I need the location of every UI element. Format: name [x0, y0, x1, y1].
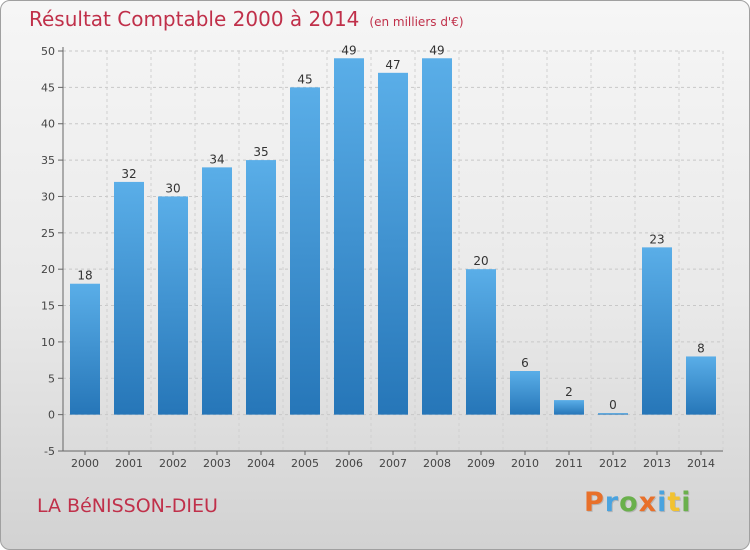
bar	[510, 371, 540, 415]
x-tick-label: 2004	[247, 457, 275, 470]
bar	[422, 58, 452, 415]
y-tick-label: -5	[44, 445, 55, 458]
bar	[202, 167, 232, 415]
bar-value-label: 23	[649, 232, 664, 246]
bar	[114, 181, 144, 415]
x-tick-label: 2000	[71, 457, 99, 470]
bar	[554, 400, 584, 415]
bar-value-label: 32	[121, 167, 136, 181]
bar-value-label: 45	[297, 72, 312, 86]
x-tick-label: 2007	[379, 457, 407, 470]
x-tick-label: 2010	[511, 457, 539, 470]
logo-letter: x	[638, 487, 658, 518]
y-tick-label: 15	[41, 300, 55, 313]
x-tick-label: 2009	[467, 457, 495, 470]
logo-letter: i	[681, 487, 692, 518]
x-tick-label: 2002	[159, 457, 187, 470]
y-tick-label: 5	[48, 372, 55, 385]
y-tick-label: 10	[41, 336, 55, 349]
bar	[378, 72, 408, 415]
bar-value-label: 6	[521, 356, 529, 370]
x-tick-label: 2008	[423, 457, 451, 470]
x-tick-label: 2014	[687, 457, 715, 470]
bar-value-label: 47	[385, 58, 400, 72]
bar	[290, 87, 320, 415]
x-tick-label: 2003	[203, 457, 231, 470]
bar-value-label: 49	[341, 43, 356, 57]
logo-letter: o	[619, 487, 639, 518]
y-tick-label: 20	[41, 263, 55, 276]
x-tick-label: 2006	[335, 457, 363, 470]
y-tick-label: 50	[41, 45, 55, 58]
commune-name: LA BéNISSON-DIEU	[37, 495, 218, 517]
logo-letter: t	[667, 487, 682, 518]
y-tick-label: 25	[41, 227, 55, 240]
title-text: Résultat Comptable 2000 à 2014	[29, 7, 360, 31]
y-tick-label: 45	[41, 81, 55, 94]
bar-value-label: 8	[697, 341, 705, 355]
bar-value-label: 34	[209, 152, 224, 166]
bar-value-label: 18	[77, 269, 92, 283]
bar-value-label: 2	[565, 385, 573, 399]
x-tick-label: 2013	[643, 457, 671, 470]
bar	[334, 58, 364, 415]
logo-letter: r	[604, 487, 620, 518]
y-tick-label: 30	[41, 190, 55, 203]
y-tick-label: 40	[41, 118, 55, 131]
y-tick-label: 0	[48, 409, 55, 422]
unit-note: (en milliers d'€)	[369, 15, 464, 29]
bar	[158, 196, 188, 415]
x-tick-label: 2012	[599, 457, 627, 470]
bar-value-label: 0	[609, 398, 617, 412]
bar	[466, 269, 496, 415]
x-tick-label: 2011	[555, 457, 583, 470]
x-tick-label: 2001	[115, 457, 143, 470]
bar	[70, 283, 100, 415]
bar-value-label: 30	[165, 181, 180, 195]
proxiti-logo: Proxiti	[584, 487, 692, 518]
bar	[686, 356, 716, 415]
y-tick-label: 35	[41, 154, 55, 167]
logo-letter: P	[584, 487, 605, 518]
bar	[642, 247, 672, 415]
bar-value-label: 20	[473, 254, 488, 268]
logo-letter: i	[657, 487, 668, 518]
bar-value-label: 49	[429, 43, 444, 57]
x-tick-label: 2005	[291, 457, 319, 470]
bar	[598, 413, 628, 415]
chart-title: Résultat Comptable 2000 à 2014 (en millie…	[29, 7, 464, 31]
bar	[246, 160, 276, 415]
bar-value-label: 35	[253, 145, 268, 159]
